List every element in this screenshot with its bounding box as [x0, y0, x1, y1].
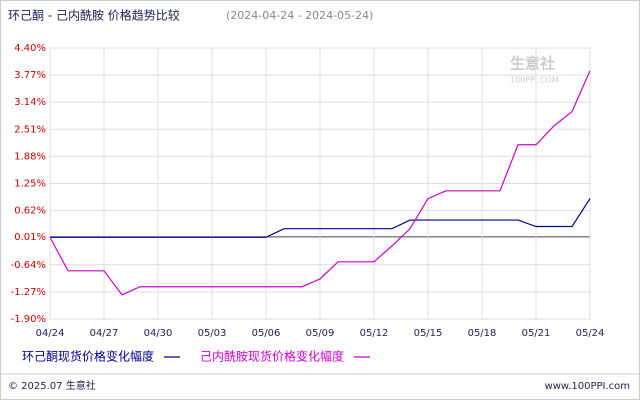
y-tick-label: -0.64% [11, 260, 46, 271]
chart-title: 环己酮 - 己内酰胺 价格趋势比较 [8, 8, 180, 23]
x-tick-label: 04/30 [144, 328, 173, 339]
x-tick-label: 04/27 [90, 328, 119, 339]
watermark: 生意社 [510, 55, 555, 73]
x-tick-label: 05/09 [306, 328, 335, 339]
y-tick-label: -1.90% [11, 314, 46, 325]
y-tick-label: 3.77% [14, 70, 46, 81]
x-tick-label: 05/12 [360, 328, 389, 339]
watermark-sub: 100PPI.COM [510, 76, 559, 85]
y-tick-label: 1.88% [14, 151, 46, 162]
series-line [50, 198, 591, 238]
x-tick-label: 05/15 [414, 328, 443, 339]
footer-right: www.100PPI.com [545, 381, 630, 392]
x-tick-label: 04/24 [36, 328, 65, 339]
y-tick-label: 0.01% [14, 232, 46, 243]
x-tick-label: 05/03 [198, 328, 227, 339]
y-tick-label: -1.27% [11, 287, 46, 298]
y-tick-label: 4.40% [14, 43, 46, 54]
chart-subtitle: (2024-04-24 - 2024-05-24) [226, 9, 373, 22]
y-tick-label: 2.51% [14, 124, 46, 135]
y-tick-label: 3.14% [14, 97, 46, 108]
x-tick-label: 05/24 [576, 328, 605, 339]
x-tick-label: 05/06 [252, 328, 281, 339]
footer-left: © 2025.07 生意社 [8, 379, 96, 392]
series-line [49, 70, 591, 296]
legend-label: 环己酮现货价格变化幅度 [22, 349, 154, 364]
x-tick-label: 05/21 [522, 328, 551, 339]
x-tick-label: 05/18 [468, 328, 497, 339]
legend-label: 己内酰胺现货价格变化幅度 [200, 349, 344, 364]
y-tick-label: 0.62% [14, 206, 46, 217]
y-tick-label: 1.25% [14, 179, 46, 190]
